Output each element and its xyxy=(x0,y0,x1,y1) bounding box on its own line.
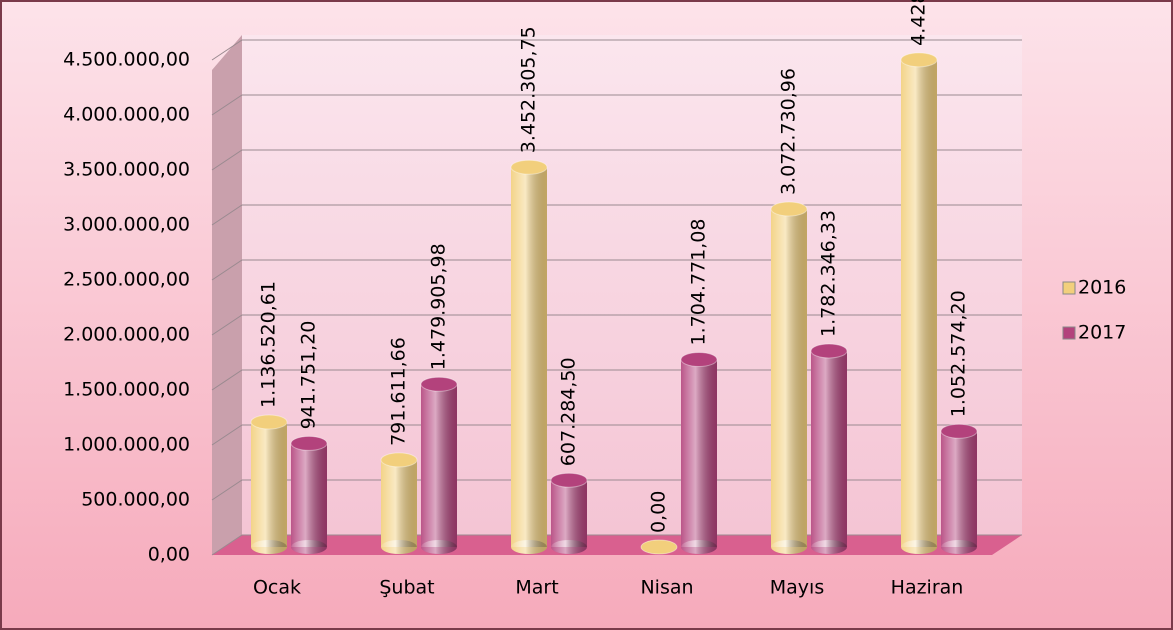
y-tick-label: 3.000.000,00 xyxy=(63,214,190,236)
x-tick-label: Nisan xyxy=(640,577,693,599)
value-label: 0,00 xyxy=(648,491,670,533)
legend-label: 2017 xyxy=(1078,322,1126,344)
bar-top xyxy=(810,343,848,359)
grid-line xyxy=(211,534,1022,556)
bar-shine-base xyxy=(681,540,717,554)
grid-line xyxy=(211,314,1022,336)
grid-line xyxy=(211,259,1022,281)
grid-line xyxy=(211,94,1022,116)
bar-top xyxy=(510,159,548,175)
bar-shine-base xyxy=(771,540,807,554)
bar-shine-base xyxy=(511,540,547,554)
x-tick-label: Haziran xyxy=(891,577,964,599)
grid-line xyxy=(211,424,1022,446)
back-wall xyxy=(212,35,1022,555)
legend-swatch xyxy=(1062,326,1076,340)
bar-shine-base xyxy=(381,540,417,554)
bar-top xyxy=(290,435,328,451)
bar-top xyxy=(550,472,588,488)
legend-swatch xyxy=(1062,281,1076,295)
bar-shine xyxy=(251,421,287,547)
value-label: 607.284,50 xyxy=(558,357,580,466)
value-label: 1.704.771,08 xyxy=(688,219,710,346)
grid-line xyxy=(211,39,1022,61)
bar-shine-base xyxy=(901,540,937,554)
grid-line xyxy=(211,204,1022,226)
bar-shine xyxy=(811,350,847,547)
value-label: 1.136.520,61 xyxy=(258,281,280,408)
bar-shine-base xyxy=(251,540,287,554)
value-label: 4.428.971,51 xyxy=(908,0,930,46)
y-tick-label: 0,00 xyxy=(148,544,190,566)
bar-shine-base xyxy=(811,540,847,554)
bar-shine-base xyxy=(291,540,327,554)
bar-shine xyxy=(681,359,717,547)
y-tick-label: 2.000.000,00 xyxy=(63,324,190,346)
x-tick-label: Şubat xyxy=(379,577,434,599)
x-tick-label: Ocak xyxy=(253,577,301,599)
value-label: 3.072.730,96 xyxy=(778,68,800,195)
value-label: 1.479.905,98 xyxy=(428,243,450,370)
value-label: 941.751,20 xyxy=(298,321,320,430)
value-label: 3.452.305,75 xyxy=(518,26,540,153)
bar-top xyxy=(770,201,808,217)
bar-shine xyxy=(511,167,547,547)
bar-shine-base xyxy=(421,540,457,554)
bar-shine xyxy=(381,459,417,547)
bar-top xyxy=(900,52,938,68)
bar-shine xyxy=(421,384,457,547)
side-wall xyxy=(212,35,242,555)
y-tick-label: 3.500.000,00 xyxy=(63,159,190,181)
grid-line xyxy=(211,149,1022,171)
bar-top xyxy=(680,351,718,367)
x-tick-label: Mayıs xyxy=(770,577,824,599)
y-tick-label: 1.500.000,00 xyxy=(63,379,190,401)
bar-shine xyxy=(551,480,587,547)
bar-top xyxy=(250,414,288,430)
y-tick-label: 1.000.000,00 xyxy=(63,434,190,456)
bar-top xyxy=(940,423,978,439)
bar-shine xyxy=(771,208,807,548)
value-label: 1.782.346,33 xyxy=(818,210,840,337)
value-label: 1.052.574,20 xyxy=(948,290,970,417)
bar-top xyxy=(380,452,418,468)
y-tick-label: 4.000.000,00 xyxy=(63,104,190,126)
value-label: 791.611,66 xyxy=(388,337,410,446)
floor xyxy=(212,535,1022,555)
bar-shine xyxy=(291,443,327,547)
grid-line xyxy=(211,479,1022,501)
y-tick-label: 2.500.000,00 xyxy=(63,269,190,291)
grid-line xyxy=(211,369,1022,391)
y-tick-label: 500.000,00 xyxy=(81,489,190,511)
bar-shine-base xyxy=(941,540,977,554)
bar-top xyxy=(420,376,458,392)
bar-shine xyxy=(941,431,977,547)
x-tick-label: Mart xyxy=(515,577,558,599)
bar-top xyxy=(640,539,678,555)
bar-shine xyxy=(901,59,937,547)
y-tick-label: 4.500.000,00 xyxy=(63,49,190,71)
bar-shine-base xyxy=(551,540,587,554)
legend-label: 2016 xyxy=(1078,277,1126,299)
